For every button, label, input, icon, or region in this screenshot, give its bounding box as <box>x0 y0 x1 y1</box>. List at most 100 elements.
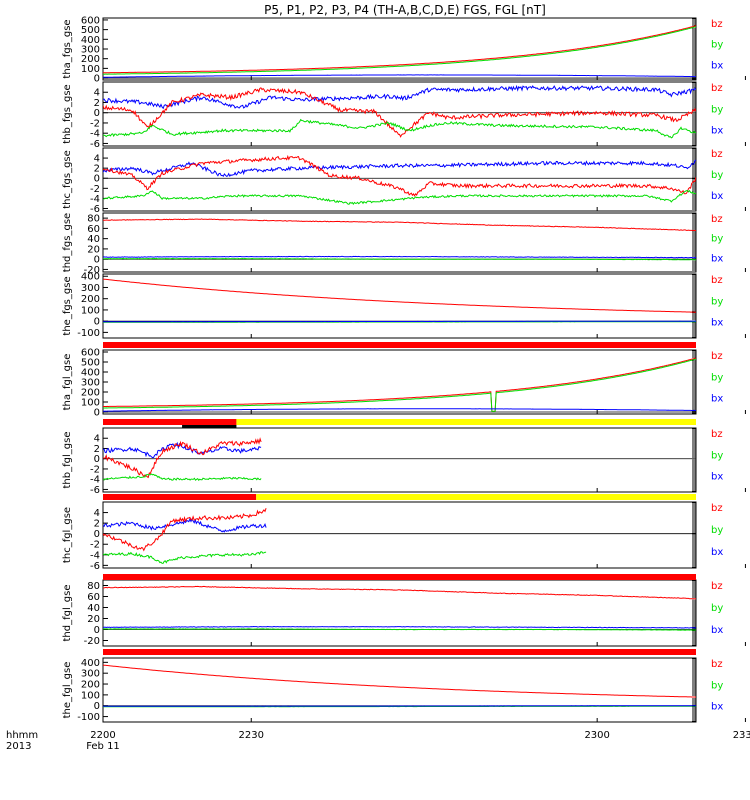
y-tick-label: 60 <box>87 224 100 235</box>
y-tick-label: 300 <box>81 378 100 389</box>
status-bar-segment <box>256 494 696 500</box>
y-axis-label: thd_fgs_gse <box>62 213 73 272</box>
legend-bx: bx <box>711 253 723 264</box>
legend-bx: bx <box>711 394 723 405</box>
series-bz <box>103 585 696 600</box>
y-tick-label: 0 <box>94 454 100 465</box>
y-tick-label: 2 <box>94 98 100 109</box>
legend-by: by <box>711 525 723 536</box>
series-bx <box>103 159 696 178</box>
legend-by: by <box>711 170 723 181</box>
series-bz <box>103 664 696 698</box>
series-bx <box>103 74 696 78</box>
y-axis-label: the_fgs_gse <box>62 276 73 335</box>
y-tick-label: 2 <box>94 519 100 530</box>
series-bz <box>103 437 262 479</box>
y-tick-label: -6 <box>90 139 100 150</box>
y-axis-label: tha_fgl_gse <box>62 354 73 411</box>
y-tick-label: 4 <box>94 88 100 99</box>
series-by <box>103 473 262 481</box>
y-tick-label: -6 <box>90 561 100 572</box>
y-tick-label: -4 <box>90 550 100 561</box>
legend-bz: bz <box>711 503 723 514</box>
y-tick-label: -4 <box>90 129 100 140</box>
legend-bz: bz <box>711 581 723 592</box>
y-tick-label: -2 <box>90 540 100 551</box>
y-tick-label: -4 <box>90 475 100 486</box>
y-tick-label: 500 <box>81 25 100 36</box>
x-tick-label: 2200 <box>90 730 115 741</box>
legend-bz: bz <box>711 83 723 94</box>
legend-bz: bz <box>711 429 723 440</box>
legend-bz: bz <box>711 149 723 160</box>
legend-by: by <box>711 603 723 614</box>
y-axis-label: the_fgl_gse <box>62 662 73 719</box>
y-tick-label: -100 <box>77 328 100 339</box>
y-tick-label: 400 <box>81 272 100 283</box>
y-tick-label: 200 <box>81 388 100 399</box>
panel-frame <box>102 273 697 339</box>
series-bx <box>103 441 262 459</box>
y-tick-label: 0 <box>94 108 100 119</box>
y-tick-label: 0 <box>94 317 100 328</box>
y-tick-label: 300 <box>81 45 100 56</box>
figure-title: P5, P1, P2, P3, P4 (TH-A,B,C,D,E) FGS, F… <box>264 3 546 17</box>
panel-frame <box>102 427 697 493</box>
status-bars <box>103 342 697 655</box>
y-axis-label: thd_fgl_gse <box>62 585 73 642</box>
y-tick-label: 80 <box>87 581 100 592</box>
series-bz <box>103 278 696 313</box>
y-tick-label: 300 <box>81 669 100 680</box>
status-bar-segment <box>103 574 696 580</box>
y-tick-label: 400 <box>81 658 100 669</box>
y-tick-label: -6 <box>90 485 100 496</box>
legend-bx: bx <box>711 318 723 329</box>
y-tick-label: 20 <box>87 614 100 625</box>
legend-by: by <box>711 450 723 461</box>
y-tick-label: 0 <box>94 174 100 185</box>
panel-frame <box>102 349 697 415</box>
y-tick-label: 100 <box>81 398 100 409</box>
legend-by: by <box>711 40 723 51</box>
x-tick-date-label: Feb 11 <box>86 741 120 752</box>
panel-frame <box>102 147 697 212</box>
status-bar-segment <box>103 494 257 500</box>
series-bx <box>103 625 696 629</box>
y-tick-label: 2 <box>94 444 100 455</box>
y-tick-label: 600 <box>81 15 100 26</box>
y-tick-label: 2 <box>94 164 100 175</box>
series-by <box>103 358 696 412</box>
y-tick-label: 100 <box>81 305 100 316</box>
legend-bz: bz <box>711 214 723 225</box>
y-tick-label: -2 <box>90 184 100 195</box>
series-bz <box>103 25 696 74</box>
y-tick-label: 500 <box>81 358 100 369</box>
y-tick-label: 300 <box>81 283 100 294</box>
y-tick-label: 100 <box>81 64 100 75</box>
status-bar-segment <box>103 419 237 425</box>
y-tick-label: 4 <box>94 434 100 445</box>
y-tick-label: -20 <box>84 636 100 647</box>
y-tick-label: 40 <box>87 234 100 245</box>
y-tick-label: -6 <box>90 204 100 215</box>
y-axis-label: thc_fgs_gse <box>62 150 73 209</box>
y-tick-label: -4 <box>90 194 100 205</box>
x-tick-label: 2230 <box>239 730 264 741</box>
y-tick-label: 20 <box>87 244 100 255</box>
series-by <box>103 551 267 564</box>
legend-bx: bx <box>711 126 723 137</box>
y-axis-label: thb_fgs_gse <box>62 84 73 143</box>
legend-by: by <box>711 296 723 307</box>
status-bar-mark <box>182 425 237 428</box>
